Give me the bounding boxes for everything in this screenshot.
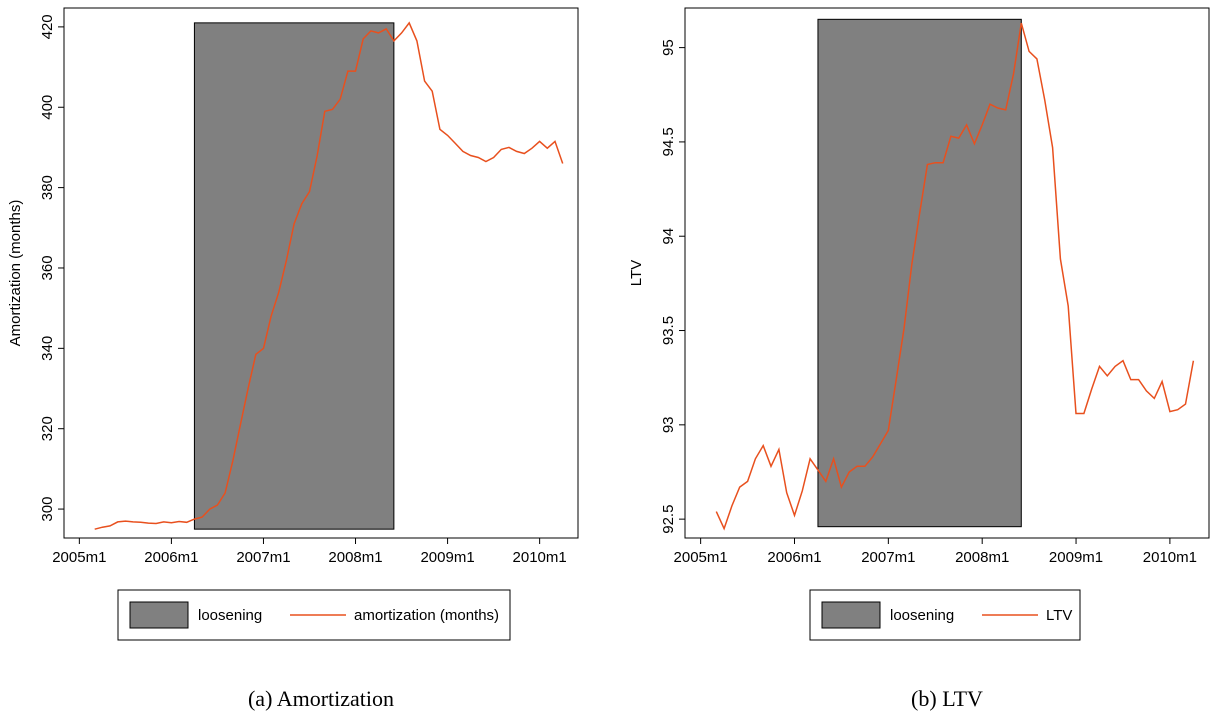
y-tick-label: 360: [39, 255, 56, 280]
x-tick-label: 2008m1: [955, 549, 1009, 566]
y-tick-label: 93: [660, 416, 677, 433]
legend-label: LTV: [1046, 607, 1072, 624]
series-line: [715, 22, 1195, 531]
y-tick-label: 92.5: [660, 505, 677, 534]
y-tick-label: 340: [39, 336, 56, 361]
y-tick-label: 300: [39, 497, 56, 522]
plot-frame: [63, 7, 579, 539]
x-tick-label: 2008m1: [328, 549, 382, 566]
y-tick-label: 380: [39, 175, 56, 200]
y-tick-label: 420: [39, 14, 56, 39]
y-tick-label: 93.5: [660, 316, 677, 345]
caption: (a) Amortization: [248, 686, 394, 711]
legend-swatch: [821, 601, 881, 629]
caption: (b) LTV: [911, 686, 983, 711]
legend-label: loosening: [198, 607, 262, 624]
x-tick-label: 2009m1: [1049, 549, 1103, 566]
y-tick-label: 95: [660, 39, 677, 56]
y-tick-label: 94: [660, 228, 677, 245]
loosening-band: [193, 22, 395, 530]
y-tick-label: 320: [39, 416, 56, 441]
legend-label: loosening: [890, 607, 954, 624]
x-tick-label: 2005m1: [52, 549, 106, 566]
y-tick-label: 400: [39, 95, 56, 120]
y-tick-label: 94.5: [660, 127, 677, 156]
x-tick-label: 2005m1: [674, 549, 728, 566]
x-tick-label: 2007m1: [861, 549, 915, 566]
loosening-band: [817, 18, 1022, 528]
x-tick-label: 2009m1: [420, 549, 474, 566]
series-line: [94, 21, 564, 530]
x-tick-label: 2006m1: [767, 549, 821, 566]
x-tick-label: 2010m1: [513, 549, 567, 566]
plot-frame: [684, 7, 1210, 539]
x-tick-label: 2007m1: [236, 549, 290, 566]
y-axis-title: Amortization (months): [7, 200, 24, 347]
x-tick-label: 2010m1: [1143, 549, 1197, 566]
legend-swatch: [129, 601, 189, 629]
legend-label: amortization (months): [354, 607, 499, 624]
y-axis-title: LTV: [628, 260, 645, 286]
x-tick-label: 2006m1: [144, 549, 198, 566]
